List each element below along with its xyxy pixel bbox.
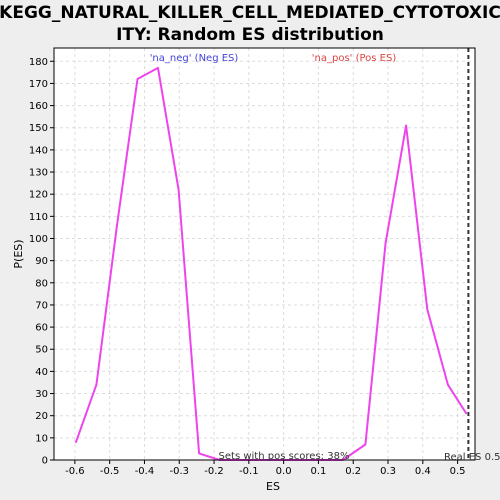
y-tick-label: 40	[35, 367, 48, 378]
y-tick-label: 30	[35, 389, 48, 400]
data-point	[75, 441, 77, 444]
x-tick-label: -0.3	[169, 466, 189, 477]
chart-title-line-1: KEGG_NATURAL_KILLER_CELL_MEDIATED_CYTOTO…	[0, 3, 500, 23]
y-tick-label: 90	[35, 256, 48, 267]
data-point	[384, 242, 387, 244]
legend-pos-label: 'na_pos' (Pos ES)	[312, 53, 397, 64]
y-axis: 0 10 20 30 40 50 60 70 80 90 100 110 120 130 140 150 160…	[29, 57, 54, 467]
x-tick-label: 0.1	[310, 466, 326, 477]
x-tick-label: -0.5	[100, 466, 120, 477]
y-tick-label: 130	[29, 168, 48, 179]
x-tick-label: -0.1	[239, 466, 259, 477]
data-point	[465, 412, 468, 415]
x-axis: -0.6 -0.5 -0.4 -0.3 -0.2 -0.1 0.0 0.1 0.2 0.3 0.4 0…	[65, 460, 466, 477]
x-tick-label: -0.2	[204, 466, 224, 477]
data-point	[177, 188, 180, 191]
y-tick-label: 10	[35, 433, 48, 444]
plot-area-background	[54, 48, 475, 460]
data-point	[95, 383, 98, 386]
data-point	[198, 452, 200, 455]
x-axis-title: ES	[266, 480, 280, 493]
y-tick-label: 160	[29, 101, 48, 112]
legend-neg-label: 'na_neg' (Neg ES)	[150, 53, 239, 64]
y-tick-label: 20	[35, 411, 48, 422]
data-point	[157, 67, 159, 69]
x-tick-label: 0.4	[415, 466, 431, 477]
data-point	[136, 78, 139, 80]
data-point	[116, 224, 118, 227]
data-point	[405, 124, 407, 127]
chart-title-line-2: ITY: Random ES distribution	[116, 25, 384, 45]
data-point	[447, 383, 449, 386]
y-tick-label: 80	[35, 278, 48, 289]
real-es-annotation: Real ES 0.5	[444, 452, 500, 463]
y-tick-label: 100	[29, 234, 48, 245]
y-tick-label: 0	[42, 456, 48, 467]
data-point	[364, 443, 367, 446]
x-tick-label: 0.0	[276, 466, 292, 477]
y-tick-label: 150	[29, 123, 48, 134]
y-axis-title: P(ES)	[12, 239, 25, 268]
y-tick-label: 50	[35, 345, 48, 356]
x-tick-label: -0.4	[135, 466, 155, 477]
x-tick-label: 0.3	[380, 466, 396, 477]
y-tick-label: 110	[29, 212, 48, 223]
y-tick-label: 140	[29, 145, 48, 156]
x-tick-label: 0.5	[450, 466, 466, 477]
y-tick-label: 180	[29, 57, 48, 68]
plot-frame	[53, 47, 476, 461]
y-tick-label: 170	[29, 79, 48, 90]
pos-scores-annotation: Sets with pos scores: 38%	[219, 451, 350, 462]
x-tick-label: -0.6	[65, 466, 85, 477]
data-point	[426, 308, 429, 311]
y-tick-label: 60	[35, 323, 48, 334]
y-tick-label: 120	[29, 190, 48, 201]
y-tick-label: 70	[35, 300, 48, 311]
x-tick-label: 0.2	[345, 466, 361, 477]
